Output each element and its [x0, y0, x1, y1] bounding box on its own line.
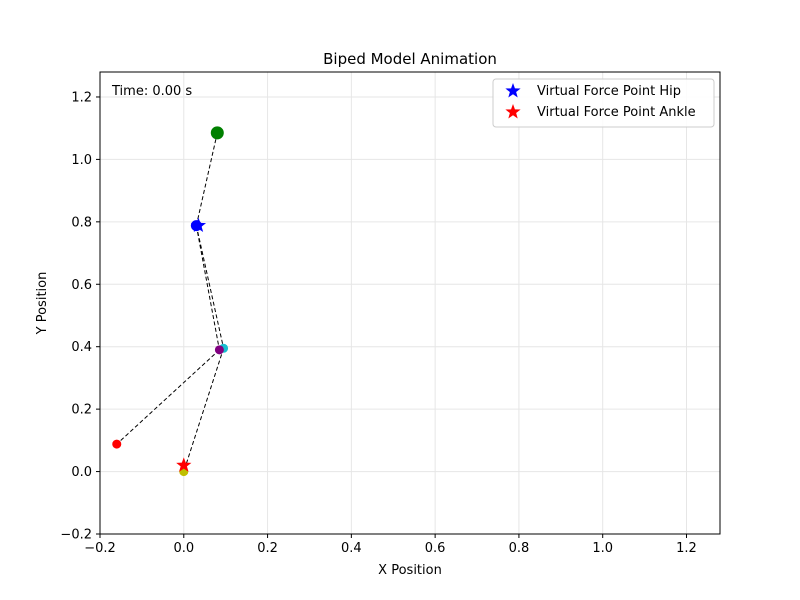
virtual-force-hip-star [190, 217, 207, 233]
virtual-force-markers [176, 217, 207, 472]
x-tick-label: 0.8 [509, 541, 530, 556]
link-segment [116, 349, 220, 445]
x-tick-label: −0.2 [84, 541, 116, 556]
y-tick-label: 1.2 [71, 90, 92, 105]
x-tick-label: 0.6 [425, 541, 446, 556]
x-axis-label: X Position [378, 563, 442, 578]
y-tick-label: 0.0 [71, 465, 92, 480]
link-segment [195, 225, 220, 350]
link-segment [195, 132, 218, 226]
legend: Virtual Force Point Hip Virtual Force Po… [492, 78, 715, 128]
y-tick-label: 0.2 [71, 403, 92, 418]
legend-label-hip: Virtual Force Point Hip [537, 84, 681, 99]
y-tick-label: 1.0 [71, 153, 92, 168]
chart-title: Biped Model Animation [323, 50, 497, 68]
legend-hip-star-icon [505, 83, 521, 98]
y-tick-label: 0.4 [71, 340, 92, 355]
link-segment [195, 225, 225, 349]
time-annotation: Time: 0.00 s [111, 84, 192, 99]
y-axis-label: Y Position [35, 272, 50, 336]
y-tick-label: −0.2 [60, 528, 92, 543]
legend-label-ankle: Virtual Force Point Ankle [537, 105, 696, 120]
x-tick-label: 0.2 [257, 541, 278, 556]
x-tick-label: 0.0 [173, 541, 194, 556]
joint-marker [210, 126, 224, 140]
x-tick-label: 1.2 [676, 541, 697, 556]
legend-markers [505, 83, 521, 119]
x-tick-label: 0.4 [341, 541, 362, 556]
joint-marker [214, 345, 224, 355]
axis-ticks: −0.2 0.0 0.2 0.4 0.6 0.8 1.0 1.2 −0.2 0.0 0.2 0.4 0.… [60, 90, 696, 556]
y-tick-label: 0.8 [71, 215, 92, 230]
y-tick-label: 0.6 [71, 278, 92, 293]
legend-box [492, 78, 715, 128]
plot-frame [99, 71, 721, 535]
x-tick-label: 1.0 [592, 541, 613, 556]
skeleton-links [116, 132, 225, 472]
joint-marker [112, 439, 122, 449]
virtual-force-ankle-star [176, 457, 192, 472]
legend-ankle-star-icon [505, 104, 521, 119]
link-segment [183, 348, 225, 472]
